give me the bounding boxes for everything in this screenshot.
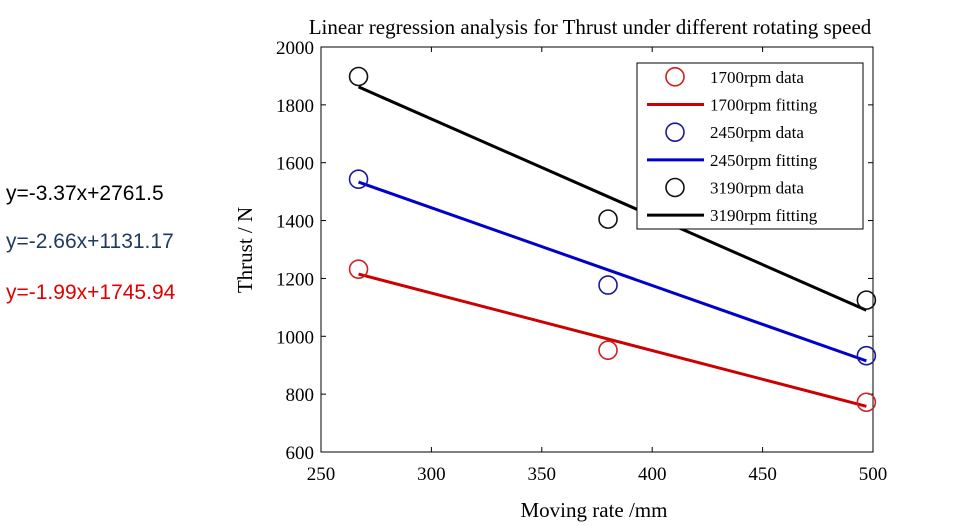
y-tick-label: 1600 xyxy=(276,154,314,175)
plot-area xyxy=(320,46,874,453)
x-tick-label: 250 xyxy=(307,464,336,485)
y-tick-label: 1000 xyxy=(276,327,314,348)
x-tick-label: 400 xyxy=(638,464,667,485)
axis-ticks: 250 300 350 400 450 500 600 800 1000 1200 1400 1600… xyxy=(276,38,887,485)
chart-title: Linear regression analysis for Thrust un… xyxy=(309,15,872,39)
equation-2450rpm: y=-2.66x+1131.17 xyxy=(6,230,174,253)
legend-label: 2450rpm fitting xyxy=(710,151,818,170)
legend-label: 3190rpm fitting xyxy=(710,206,818,225)
x-tick-label: 300 xyxy=(417,464,446,485)
y-axis-label: Thrust / N xyxy=(233,207,257,293)
legend-box xyxy=(636,62,864,230)
x-axis-label: Moving rate /mm xyxy=(521,498,668,522)
y-tick-label: 1200 xyxy=(276,269,314,290)
equation-1700rpm: y=-1.99x+1745.94 xyxy=(6,281,176,304)
x-tick-label: 350 xyxy=(528,464,557,485)
legend-label: 2450rpm data xyxy=(710,123,804,142)
legend-marker-swatch xyxy=(665,122,685,142)
legend-label: 3190rpm data xyxy=(710,179,804,198)
y-tick-label: 600 xyxy=(286,443,315,464)
x-tick-label: 450 xyxy=(748,464,777,485)
legend: 1700rpm data 1700rpm fitting 2450rpm data 2… xyxy=(636,62,864,230)
fitting-lines xyxy=(357,85,867,408)
data-point xyxy=(856,345,877,366)
fit-line xyxy=(358,272,867,408)
fit-line xyxy=(357,85,867,312)
data-point xyxy=(598,275,618,295)
data-point xyxy=(348,259,369,279)
data-point xyxy=(348,66,369,87)
y-tick-label: 1800 xyxy=(276,96,314,117)
data-point xyxy=(856,290,877,310)
legend-label: 1700rpm fitting xyxy=(710,96,818,115)
y-tick-label: 1400 xyxy=(276,212,314,233)
equation-3190rpm: y=-3.37x+2761.5 xyxy=(6,182,164,205)
data-point xyxy=(856,392,877,413)
y-tick-label: 2000 xyxy=(276,38,314,59)
legend-marker-swatch xyxy=(665,177,685,198)
legend-marker-swatch xyxy=(665,67,685,87)
data-point xyxy=(598,340,618,360)
data-points xyxy=(348,66,877,413)
data-point xyxy=(348,169,369,190)
x-tick-label: 500 xyxy=(859,464,888,485)
data-point xyxy=(598,209,618,229)
legend-label: 1700rpm data xyxy=(710,68,804,87)
y-tick-label: 800 xyxy=(286,385,315,406)
fit-line xyxy=(358,180,867,363)
